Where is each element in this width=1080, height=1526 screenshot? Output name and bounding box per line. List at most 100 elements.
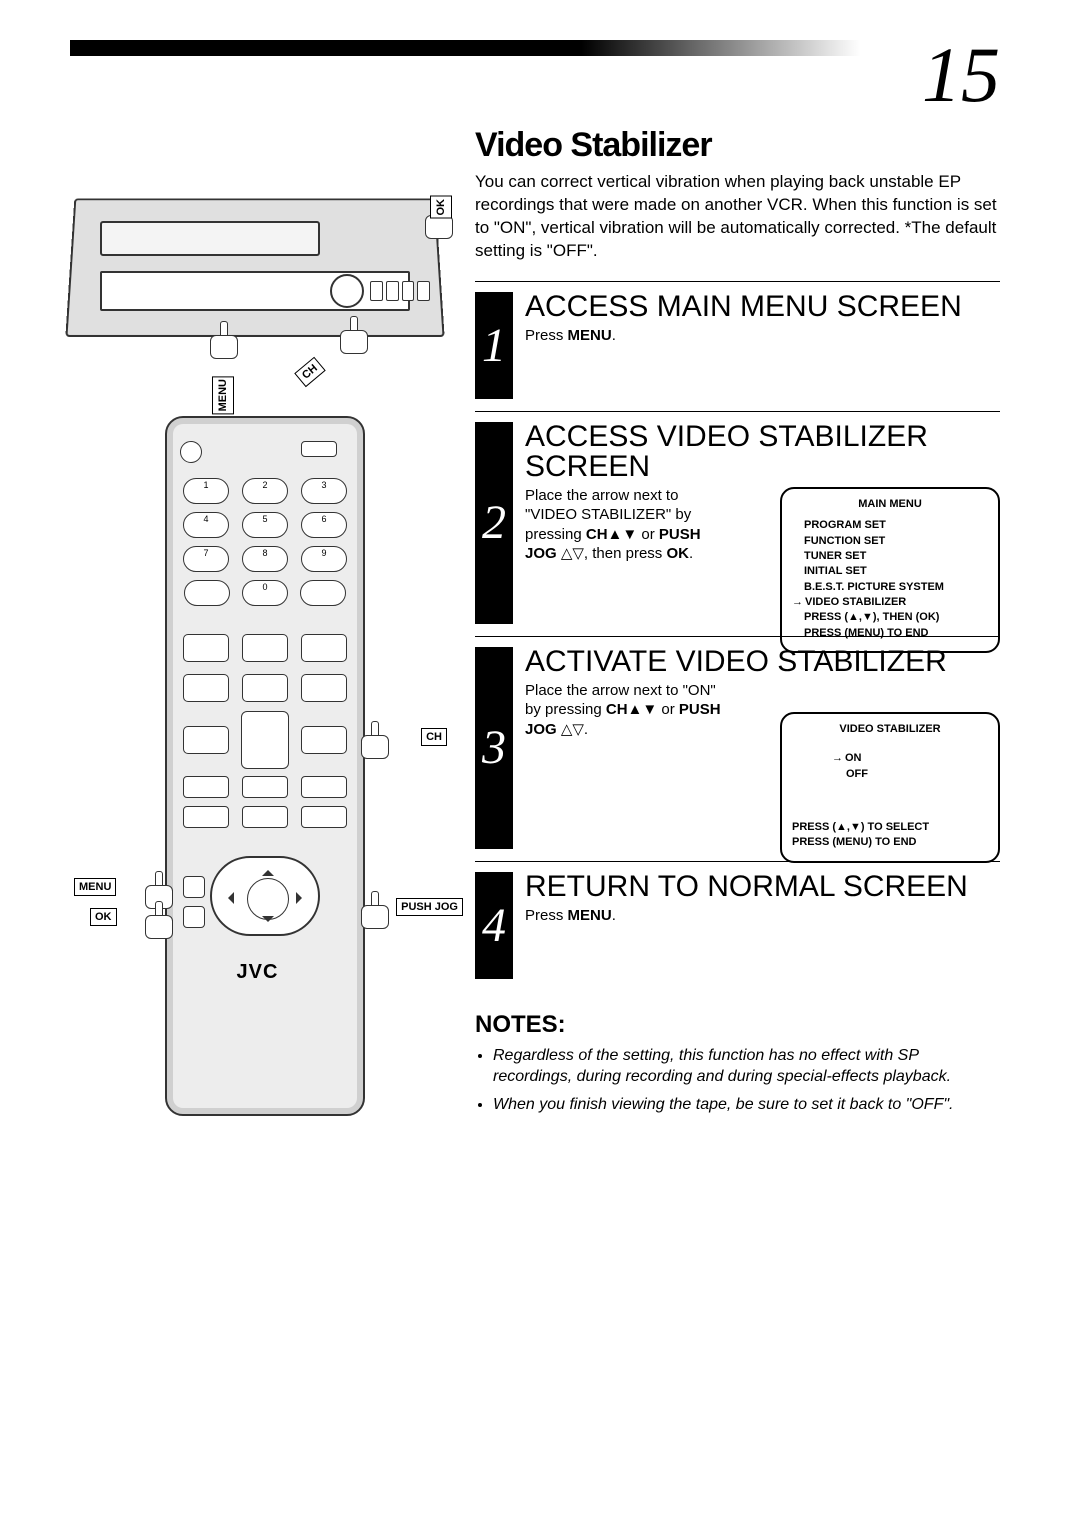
num-3: 3 [301,478,347,504]
callout-ok: OK [430,196,452,219]
transport-row-2 [183,806,347,828]
ok-button [183,906,205,928]
step-4-body: Press MENU. [525,906,1000,926]
play-icon [242,776,288,798]
note-item: When you finish viewing the tape, be sur… [493,1094,1000,1116]
step-3-body: Place the arrow next to "ON" by pressing… [525,681,730,740]
osd-selected-line: ON [792,751,988,766]
num-5: 5 [242,512,288,538]
callout-menu: MENU [212,376,234,414]
hand-pointer-ch-remote [361,721,387,761]
osd-line: TUNER SET [792,549,988,564]
num-7: 7 [183,546,229,572]
step-1-body: Press MENU. [525,326,1000,346]
pill-btn [183,634,229,662]
step-1-title: ACCESS MAIN MENU SCREEN [525,292,1000,322]
hand-pointer-pushjog [361,891,387,931]
num-9: 9 [301,546,347,572]
hand-pointer-ch [340,316,366,356]
osd-title: MAIN MENU [792,497,988,512]
callout-ch-remote: CH [421,728,447,746]
pill-btn [301,634,347,662]
down-arrow-icon [262,916,274,928]
step-2-title: ACCESS VIDEO STABILIZER SCREEN [525,422,1000,482]
osd-line: INITIAL SET [792,564,988,579]
osd-footer: PRESS (▲,▼) TO SELECT [792,820,988,835]
pill-btn [242,674,288,702]
remote-illustration: 1 2 3 4 5 6 7 8 9 [70,416,445,1136]
number-keypad: 1 2 3 4 5 6 7 8 9 [183,478,347,614]
stop-icon [242,806,288,828]
volume-rocker [241,711,289,769]
step-number-badge: 3 [475,647,513,849]
vcr-illustration: OK MENU CH [70,156,440,406]
note-item: Regardless of the setting, this function… [493,1045,1000,1088]
text-column: Video Stabilizer You can correct vertica… [475,126,1000,1136]
section-title: Video Stabilizer [475,126,1000,165]
osd-footer: PRESS (▲,▼), THEN (OK) [792,610,988,625]
pill-btn [183,674,229,702]
vcr-jog-dial [330,274,364,308]
push-jog-dpad [210,856,320,936]
rec-icon [183,806,229,828]
num-4: 4 [183,512,229,538]
right-arrow-icon [296,892,308,904]
step-number-badge: 1 [475,292,513,399]
pill-btn [183,726,229,754]
left-arrow-icon [222,892,234,904]
osd-title: VIDEO STABILIZER [792,722,988,737]
pill-row-2 [183,674,347,702]
step-4: 4 RETURN TO NORMAL SCREEN Press MENU. [475,861,1000,991]
step-number-badge: 2 [475,422,513,624]
page-number: 15 [922,30,1000,120]
up-arrow-icon [262,864,274,876]
vcr-button-group [370,281,430,301]
pill-row-1 [183,634,347,662]
header-gradient-bar [70,40,1000,56]
step-3-title: ACTIVATE VIDEO STABILIZER [525,647,1000,677]
osd-line: B.E.S.T. PICTURE SYSTEM [792,580,988,595]
intro-paragraph: You can correct vertical vibration when … [475,171,1000,263]
power-button-icon [180,441,202,463]
vcr-body [65,198,444,337]
step-number-badge: 4 [475,872,513,979]
callout-pushjog: PUSH JOG [396,898,463,916]
num-1: 1 [183,478,229,504]
callout-ok-remote: OK [90,908,117,926]
num-0: 0 [242,580,288,606]
num-2: 2 [242,478,288,504]
notes-title: NOTES: [475,1011,1000,1039]
transport-row-1 [183,776,347,798]
pill-btn [242,634,288,662]
osd-line: OFF [792,767,988,782]
main-menu-osd: MAIN MENU PROGRAM SET FUNCTION SET TUNER… [780,487,1000,654]
step-1: 1 ACCESS MAIN MENU SCREEN Press MENU. [475,281,1000,411]
pause-icon [301,806,347,828]
num-8: 8 [242,546,288,572]
menu-button [183,876,205,898]
step-2-body: Place the arrow next to "VIDEO STABILIZE… [525,486,730,564]
step-2: 2 ACCESS VIDEO STABILIZER SCREEN Place t… [475,411,1000,636]
notes-section: NOTES: Regardless of the setting, this f… [475,1011,1000,1116]
video-stabilizer-osd: VIDEO STABILIZER ON OFF PRESS (▲,▼) TO S… [780,712,1000,863]
hand-pointer-menu [210,321,236,361]
callout-menu-remote: MENU [74,878,116,896]
rew-icon [183,776,229,798]
pill-btn [301,674,347,702]
num-6: 6 [301,512,347,538]
osd-footer: PRESS (MENU) TO END [792,835,988,850]
brand-logo: JVC [70,961,445,984]
num-blank-r [300,580,346,606]
callout-ch: CH [294,357,325,387]
illustration-column: OK MENU CH 1 2 3 4 5 [70,126,445,1136]
ff-icon [301,776,347,798]
mode-switch-icon [301,441,337,457]
step-3: 3 ACTIVATE VIDEO STABILIZER Place the ar… [475,636,1000,861]
hand-pointer-ok-remote [145,901,171,941]
vcr-cassette-slot [100,221,320,256]
osd-line: FUNCTION SET [792,534,988,549]
ch-button [301,726,347,754]
osd-line: PROGRAM SET [792,518,988,533]
step-4-title: RETURN TO NORMAL SCREEN [525,872,1000,902]
osd-selected-line: VIDEO STABILIZER [792,595,988,610]
